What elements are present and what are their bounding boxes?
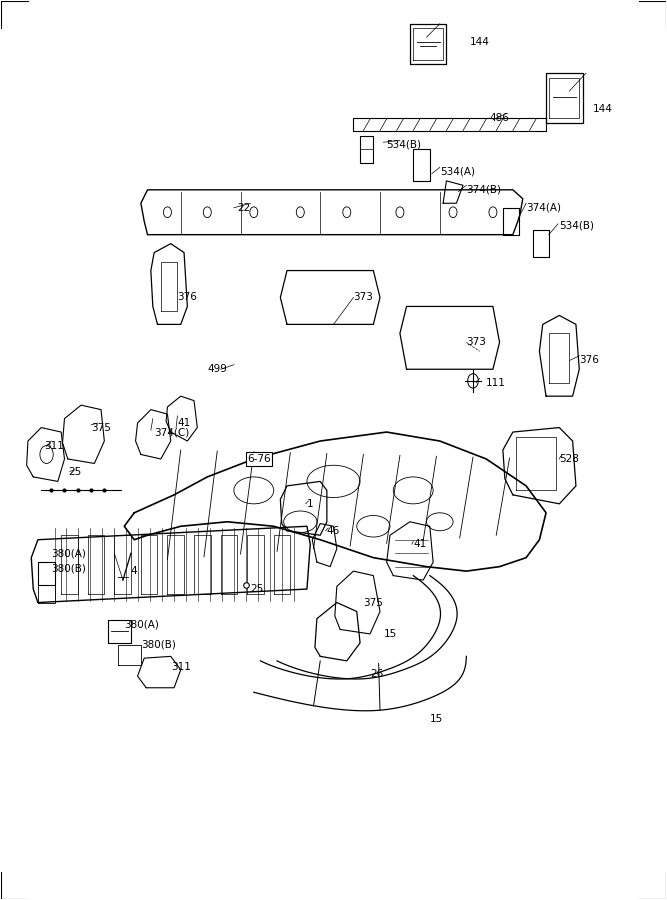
Text: 144: 144: [470, 37, 490, 47]
Text: 311: 311: [45, 440, 65, 451]
Text: 528: 528: [560, 454, 579, 464]
Text: 15: 15: [384, 629, 397, 639]
Text: 376: 376: [177, 292, 197, 302]
Text: 26: 26: [370, 670, 384, 680]
Text: 15: 15: [430, 715, 443, 724]
Text: 486: 486: [490, 113, 510, 123]
Text: 534(B): 534(B): [387, 140, 422, 150]
Text: 499: 499: [207, 364, 227, 374]
Text: 25: 25: [251, 584, 263, 594]
Text: 144: 144: [592, 104, 612, 114]
Text: 374(A): 374(A): [526, 202, 561, 212]
Text: 4: 4: [131, 566, 137, 576]
Text: 1: 1: [307, 499, 313, 508]
Text: 41: 41: [414, 539, 426, 549]
Text: 311: 311: [171, 662, 191, 672]
Text: 374(B): 374(B): [466, 184, 502, 194]
Text: 373: 373: [354, 292, 374, 302]
Text: 111: 111: [486, 378, 506, 388]
Text: 380(B): 380(B): [141, 640, 175, 650]
Text: 380(A): 380(A): [124, 620, 159, 630]
Text: 41: 41: [177, 418, 191, 428]
Text: 22: 22: [237, 202, 250, 212]
Text: 374(C): 374(C): [154, 428, 189, 437]
Text: 373: 373: [466, 338, 486, 347]
Text: 6-76: 6-76: [247, 454, 271, 464]
Text: 46: 46: [327, 526, 340, 536]
Text: 376: 376: [579, 356, 599, 365]
Text: 25: 25: [68, 467, 81, 477]
Text: 534(B): 534(B): [560, 220, 594, 230]
Text: 375: 375: [364, 598, 384, 608]
Text: 380(B): 380(B): [51, 563, 86, 573]
Text: 375: 375: [91, 423, 111, 433]
Text: 534(A): 534(A): [440, 166, 475, 177]
Text: 380(A): 380(A): [51, 548, 86, 558]
